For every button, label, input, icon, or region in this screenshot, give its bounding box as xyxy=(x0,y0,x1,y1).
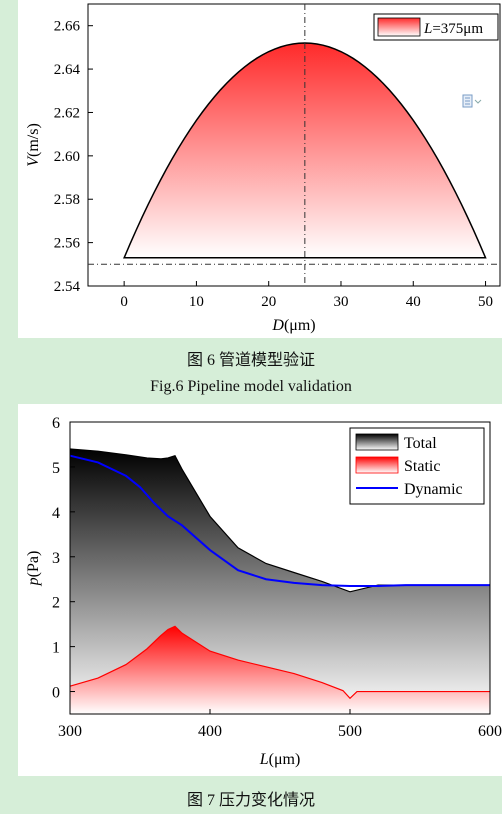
x-tick-label: 40 xyxy=(406,294,421,310)
x-tick-label: 20 xyxy=(261,294,276,310)
legend-label-dynamic: Dynamic xyxy=(404,481,463,498)
document-icon[interactable] xyxy=(462,94,482,108)
legend-swatch-static xyxy=(355,456,399,474)
series-line-static xyxy=(69,625,490,700)
y-axis-label-symbol: p xyxy=(25,577,42,586)
plot-frame xyxy=(69,421,491,715)
y-tick-label: 2.64 xyxy=(54,62,81,78)
x-tick-label: 10 xyxy=(189,294,204,310)
legend-label-total: Total xyxy=(404,435,437,452)
y-tick-label: 2 xyxy=(52,595,60,612)
x-axis-label-unit: (μm) xyxy=(269,751,301,768)
x-tick-label: 0 xyxy=(120,294,128,310)
y-axis-label-unit: (m/s) xyxy=(25,123,42,157)
figure-6-panel: 0 10 20 30 40 50 2.54 2.56 2.58 2.60 2.62 2.64 2.66… xyxy=(18,0,502,338)
y-tick-label: 2.58 xyxy=(54,192,80,208)
legend-swatch xyxy=(377,17,421,37)
x-tick-label: 300 xyxy=(58,723,82,740)
y-axis-label-unit: (Pa) xyxy=(25,551,42,578)
y-tick-label: 1 xyxy=(52,640,60,657)
x-tick-label: 600 xyxy=(478,723,502,740)
x-axis-label: L(μm) xyxy=(259,751,301,768)
y-tick-label: 6 xyxy=(52,415,60,432)
plot-frame xyxy=(87,3,501,287)
y-tick-label: 2.66 xyxy=(54,19,81,35)
legend-label-static: Static xyxy=(404,458,440,475)
legend: Total Static Dynamic xyxy=(349,427,485,505)
x-axis-ticks: 0 10 20 30 40 50 xyxy=(120,281,493,310)
figure-6-caption-cn: 图 6 管道模型验证 xyxy=(186,352,315,369)
y-tick-label: 0 xyxy=(52,685,60,702)
x-axis-label: D(μm) xyxy=(271,317,315,334)
y-tick-label: 5 xyxy=(52,460,60,477)
x-tick-label: 500 xyxy=(338,723,362,740)
y-tick-label: 3 xyxy=(52,550,60,567)
y-axis-ticks: 0 1 2 3 4 5 6 xyxy=(52,415,75,702)
legend: L=375μm xyxy=(373,13,499,41)
x-axis-label-unit: (μm) xyxy=(284,317,316,334)
y-axis-label: p(Pa) xyxy=(25,551,42,587)
y-axis-label: V(m/s) xyxy=(25,123,42,167)
x-tick-label: 30 xyxy=(333,294,348,310)
legend-label: L=375μm xyxy=(423,21,483,37)
x-axis-label-symbol: L xyxy=(259,751,269,768)
x-axis-ticks: 300 400 500 600 xyxy=(58,709,502,740)
figure-6-caption-en: Fig.6 Pipeline model validation xyxy=(150,378,352,395)
legend-label-italic: L xyxy=(423,21,432,37)
series-line-dynamic xyxy=(69,454,490,587)
figure-6-chart: 0 10 20 30 40 50 2.54 2.56 2.58 2.60 2.62 2.64 2.66… xyxy=(25,3,501,334)
legend-label-rest: =375μm xyxy=(432,21,483,37)
legend-swatch-total xyxy=(355,433,399,451)
y-tick-label: 2.62 xyxy=(54,105,80,121)
x-tick-label: 50 xyxy=(478,294,493,310)
figure-7-caption-cn: 图 7 压力变化情况 xyxy=(186,792,315,809)
x-tick-label: 400 xyxy=(198,723,222,740)
y-tick-label: 4 xyxy=(52,505,60,522)
y-tick-label: 2.60 xyxy=(54,149,80,165)
y-axis-ticks: 2.54 2.56 2.58 2.60 2.62 2.64 2.66 xyxy=(54,19,93,295)
x-axis-label-symbol: D xyxy=(271,317,284,334)
y-axis-label-symbol: V xyxy=(25,155,42,167)
series-areas xyxy=(69,448,490,714)
y-tick-label: 2.54 xyxy=(54,279,81,295)
y-tick-label: 2.56 xyxy=(54,236,81,252)
